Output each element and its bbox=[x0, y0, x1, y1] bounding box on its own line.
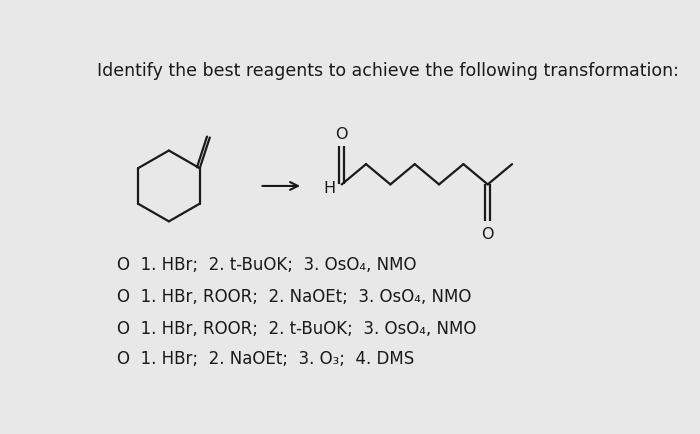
Text: H: H bbox=[323, 181, 335, 196]
Text: O  1. HBr, ROOR;  2. t-BuOK;  3. OsO₄, NMO: O 1. HBr, ROOR; 2. t-BuOK; 3. OsO₄, NMO bbox=[117, 319, 476, 337]
Text: O  1. HBr, ROOR;  2. NaOEt;  3. OsO₄, NMO: O 1. HBr, ROOR; 2. NaOEt; 3. OsO₄, NMO bbox=[117, 287, 471, 306]
Text: O: O bbox=[482, 227, 494, 241]
Text: O  1. HBr;  2. t-BuOK;  3. OsO₄, NMO: O 1. HBr; 2. t-BuOK; 3. OsO₄, NMO bbox=[117, 256, 416, 274]
Text: O: O bbox=[335, 127, 348, 142]
Text: Identify the best reagents to achieve the following transformation:: Identify the best reagents to achieve th… bbox=[97, 62, 679, 80]
Text: O  1. HBr;  2. NaOEt;  3. O₃;  4. DMS: O 1. HBr; 2. NaOEt; 3. O₃; 4. DMS bbox=[117, 350, 414, 368]
